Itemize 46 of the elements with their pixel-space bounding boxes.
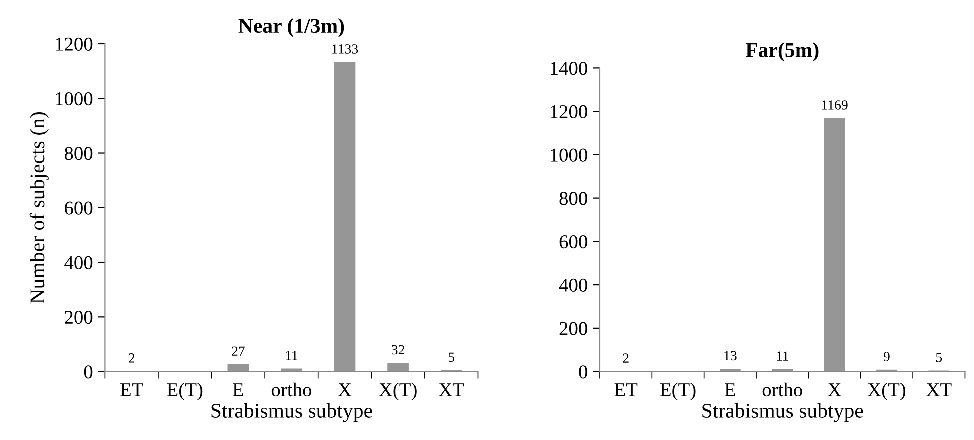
chart-title: Far(5m) (746, 42, 819, 62)
y-tick-label: 0 (84, 366, 93, 379)
data-label: 1169 (822, 100, 848, 110)
y-tick-label: 800 (560, 192, 588, 206)
x-tick-label: X (338, 384, 352, 396)
y-tick-label: 0 (579, 366, 588, 379)
y-axis-title: Number of subjects (n) (30, 112, 49, 304)
x-tick-label: E (725, 384, 736, 396)
y-tick-label: 400 (64, 256, 93, 270)
x-tick-label: ET (120, 384, 144, 396)
x-tick-label: X(T) (868, 382, 906, 401)
x-tick-label: E(T) (167, 382, 203, 401)
y-tick-label: 600 (560, 236, 588, 249)
y-tick-label: 800 (64, 147, 93, 160)
data-label: 2 (623, 354, 629, 363)
x-tick-label: XT (439, 384, 464, 396)
y-tick-label: 200 (560, 322, 588, 336)
data-label: 5 (936, 353, 942, 362)
x-tick-label: XT (926, 384, 952, 396)
x-tick-label: ET (614, 384, 638, 396)
x-tick-label: X (828, 384, 842, 396)
y-tick-label: 400 (559, 278, 588, 292)
x-tick-label: ortho (762, 382, 802, 397)
data-label: 1133 (332, 44, 358, 54)
y-tick-label: 1200 (551, 105, 588, 119)
data-label: 2 (128, 354, 135, 363)
x-tick-label: E(T) (660, 382, 696, 401)
data-label: 11 (286, 351, 298, 360)
data-label: 32 (392, 345, 404, 355)
y-tick-label: 1400 (551, 62, 588, 76)
y-tick-label: 1000 (551, 148, 588, 162)
x-axis-title: Strabismus subtype (702, 403, 864, 422)
y-tick-label: 1000 (56, 92, 93, 106)
x-tick-label: E (233, 384, 244, 396)
x-axis-title: Strabismus subtype (212, 403, 372, 422)
x-tick-label: X(T) (379, 382, 417, 401)
data-label: 13 (724, 351, 737, 361)
chart-title: Near (1/3m) (238, 18, 344, 38)
data-label: 5 (448, 352, 455, 362)
y-tick-label: 600 (65, 202, 93, 215)
data-label: 27 (232, 346, 245, 356)
data-label: 9 (884, 352, 890, 362)
data-label: 11 (777, 352, 788, 361)
x-tick-label: ortho (272, 382, 312, 397)
y-tick-label: 200 (65, 310, 93, 324)
y-tick-label: 1200 (56, 38, 93, 51)
